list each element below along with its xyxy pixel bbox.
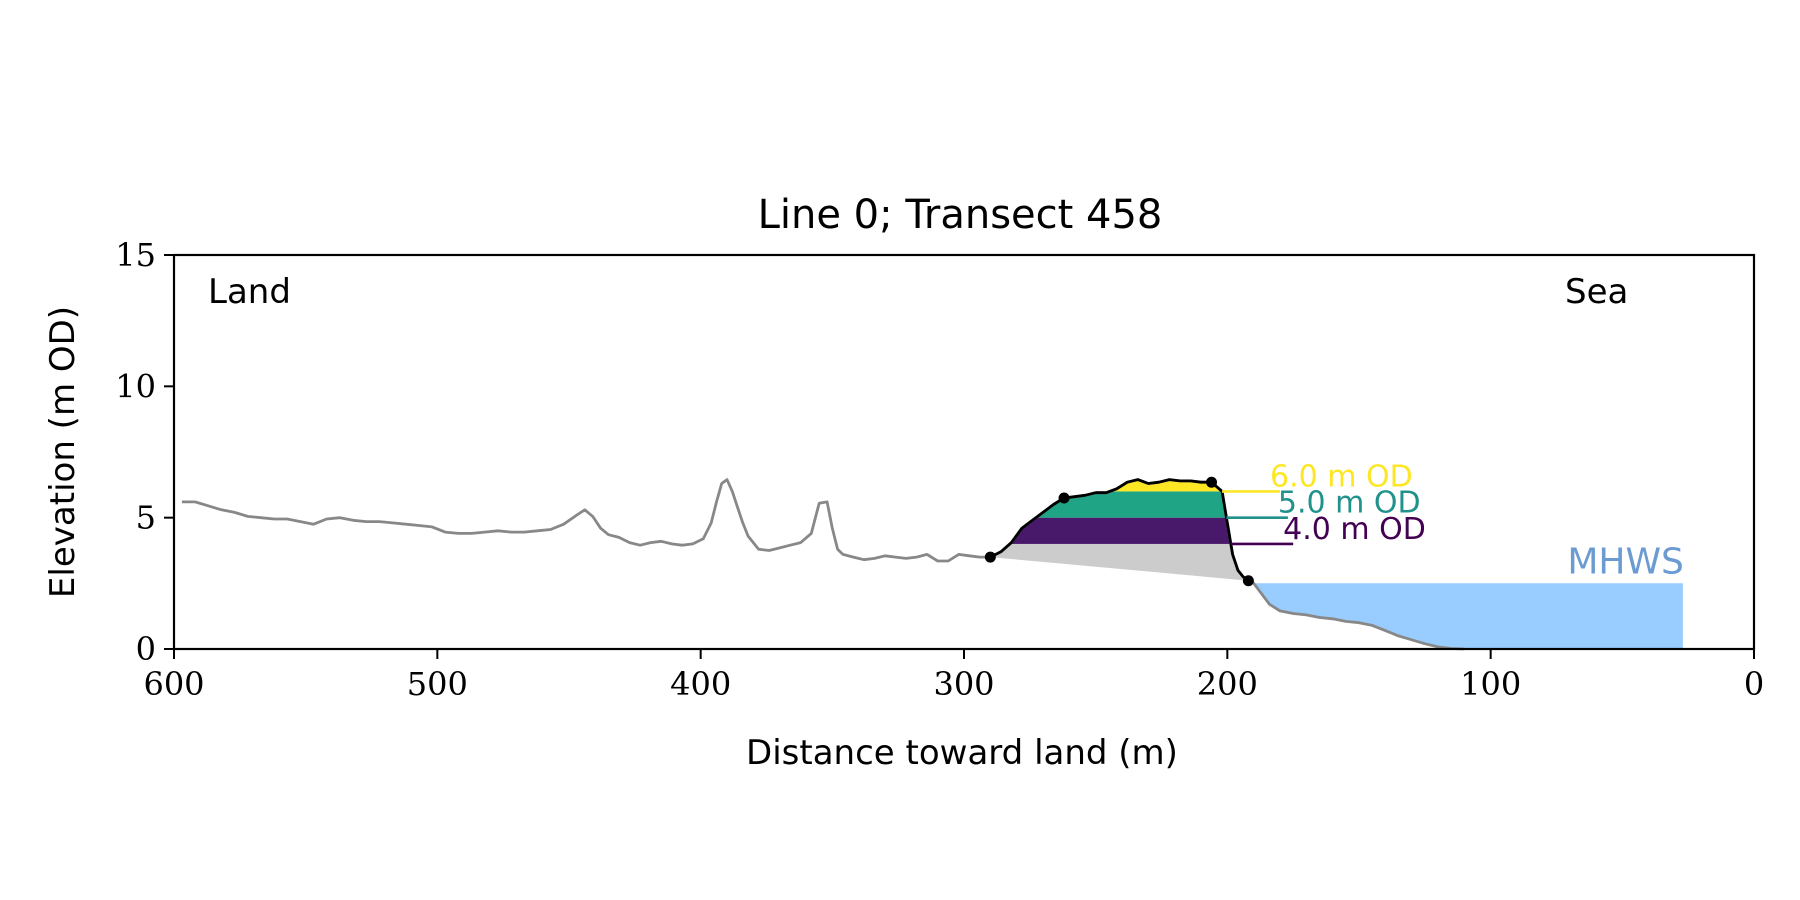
x-tick-label-6: 0: [1744, 665, 1764, 703]
x-tick-2: 400: [670, 649, 731, 703]
terrain-profile-line: [181, 478, 1465, 651]
y-tick-label-0: 0: [136, 630, 156, 668]
elevation-band-2: [990, 491, 1249, 518]
x-tick-6: 0: [1744, 649, 1764, 703]
elevation-band-3: [990, 479, 1249, 492]
mhws-water-area: [1248, 583, 1683, 649]
land-label: Land: [208, 272, 291, 312]
elevation-band-1: [990, 517, 1249, 544]
y-tick-label-3: 15: [115, 236, 156, 274]
x-tick-label-5: 100: [1460, 665, 1521, 703]
x-tick-0: 600: [143, 649, 205, 703]
x-tick-1: 500: [407, 649, 468, 703]
y-tick-3: 15: [115, 236, 174, 274]
y-axis-label: Elevation (m OD): [43, 306, 83, 598]
y-axis: 0 5 10 15: [115, 236, 174, 668]
x-axis: 600 500 400 300 200 100 0: [143, 649, 1764, 703]
x-tick-5: 100: [1460, 649, 1521, 703]
y-tick-label-1: 5: [136, 499, 156, 537]
x-tick-label-4: 200: [1197, 665, 1258, 703]
level-label-2: 6.0 m OD: [1270, 459, 1413, 494]
x-tick-label-2: 400: [670, 665, 731, 703]
y-tick-0: 0: [136, 630, 174, 668]
dune-marker-3: [1242, 575, 1254, 587]
y-tick-label-2: 10: [115, 367, 156, 405]
sea-label: Sea: [1565, 272, 1628, 312]
plot-area: 4.0 m OD5.0 m OD6.0 m OD MHWS: [181, 459, 1684, 651]
y-tick-2: 10: [115, 367, 174, 405]
x-tick-label-3: 300: [933, 665, 994, 703]
dune-marker-2: [1206, 476, 1218, 488]
y-tick-1: 5: [136, 499, 174, 537]
mhws-label: MHWS: [1567, 541, 1684, 582]
level-label-0: 4.0 m OD: [1283, 512, 1426, 547]
dune-outline-line: [989, 478, 1250, 582]
x-tick-label-0: 600: [143, 665, 204, 703]
chart-title: Line 0; Transect 458: [758, 192, 1163, 238]
x-tick-4: 200: [1197, 649, 1258, 703]
level-label-1: 5.0 m OD: [1278, 486, 1421, 521]
elevation-band-0: [990, 543, 1249, 581]
dune-marker-0: [984, 551, 996, 563]
x-tick-3: 300: [933, 649, 995, 703]
x-axis-label: Distance toward land (m): [746, 733, 1178, 773]
dune-marker-1: [1058, 492, 1070, 504]
x-tick-label-1: 500: [407, 665, 468, 703]
